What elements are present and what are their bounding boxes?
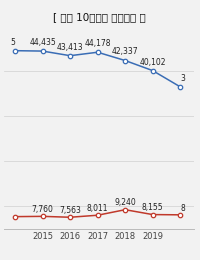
Text: 5: 5	[10, 38, 15, 47]
Text: 40,102: 40,102	[139, 57, 166, 67]
Text: 8: 8	[180, 204, 185, 213]
Text: 44,178: 44,178	[84, 39, 111, 48]
Text: 42,337: 42,337	[112, 48, 138, 56]
Text: 8,155: 8,155	[142, 203, 164, 212]
Text: 7,563: 7,563	[59, 206, 81, 215]
Title: [ 최근 10년간의 전기화재 분: [ 최근 10년간의 전기화재 분	[53, 12, 145, 22]
Text: 44,435: 44,435	[29, 38, 56, 47]
Text: 9,240: 9,240	[114, 198, 136, 207]
Text: 8,011: 8,011	[87, 204, 108, 213]
Text: 43,413: 43,413	[57, 43, 83, 52]
Text: 7,760: 7,760	[32, 205, 53, 214]
Text: 3: 3	[180, 74, 185, 83]
